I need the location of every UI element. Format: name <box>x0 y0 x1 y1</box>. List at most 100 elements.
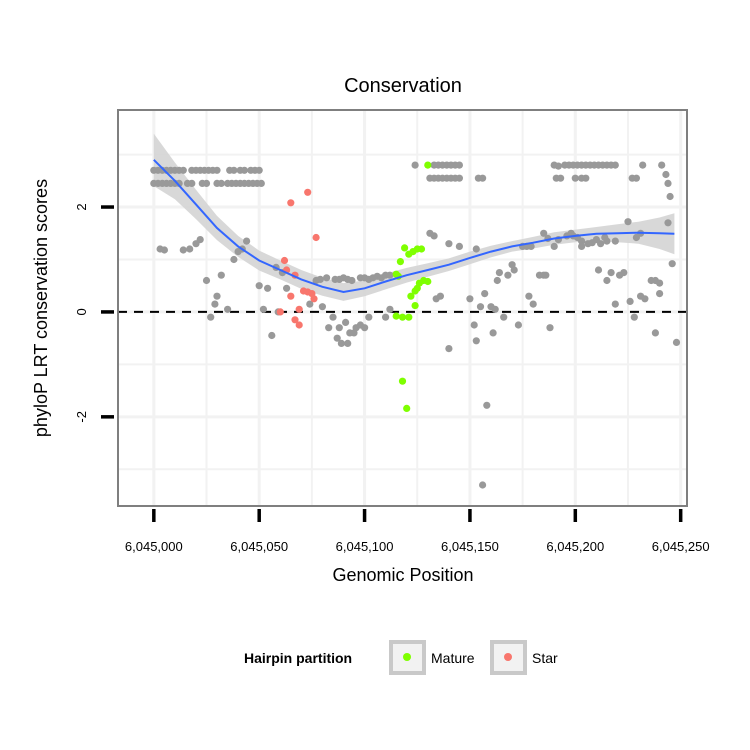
plot-panel <box>118 110 687 506</box>
other-point <box>365 313 373 321</box>
y-tick-label: 2 <box>74 203 89 210</box>
other-point <box>179 166 187 174</box>
other-point <box>594 266 603 274</box>
other-point <box>504 271 512 279</box>
mature-point <box>424 277 432 286</box>
other-point <box>411 161 419 169</box>
other-point <box>491 305 499 313</box>
star-point <box>276 308 284 316</box>
other-point <box>664 219 672 227</box>
mature-point <box>411 302 419 310</box>
chart-title: Conservation <box>344 75 462 97</box>
other-point <box>571 174 579 182</box>
star-point <box>280 256 289 265</box>
legend-label-star: Star <box>532 650 558 666</box>
other-point <box>540 229 548 237</box>
other-point <box>213 166 221 174</box>
star-point <box>287 292 295 300</box>
other-point <box>268 331 276 340</box>
other-point <box>436 292 444 300</box>
other-point <box>651 329 660 337</box>
other-point <box>243 237 251 245</box>
other-point <box>656 290 664 298</box>
legend-title: Hairpin partition <box>244 650 352 666</box>
x-tick-label: 6,045,000 <box>125 539 183 554</box>
other-point <box>350 329 358 337</box>
other-point <box>175 179 183 187</box>
other-point <box>664 179 672 187</box>
other-point <box>481 290 489 298</box>
x-axis-ticks: 6,045,000 6,045,050 6,045,100 6,045,150 6,04… <box>125 509 710 554</box>
other-point <box>641 295 649 303</box>
other-point <box>630 313 638 321</box>
other-point <box>318 303 326 311</box>
legend: Hairpin partition Mature Star <box>244 640 558 675</box>
mature-point <box>392 312 400 320</box>
legend-dot-mature <box>403 653 411 661</box>
other-point <box>445 345 453 353</box>
confidence-band-layer <box>153 133 675 301</box>
mature-point <box>417 245 426 253</box>
smooth-trend-line <box>153 159 675 294</box>
x-tick-label: 6,045,150 <box>441 539 499 554</box>
y-axis-ticks: -2 0 2 <box>74 203 114 423</box>
mature-point <box>405 313 413 321</box>
other-point <box>620 269 628 277</box>
x-tick-label: 6,045,200 <box>546 539 604 554</box>
other-point <box>656 279 664 287</box>
other-point <box>186 245 194 253</box>
mature-point <box>396 258 404 266</box>
mature-point <box>424 161 432 169</box>
star-point <box>291 316 299 324</box>
other-point <box>323 274 331 282</box>
other-point <box>578 242 586 250</box>
other-point <box>466 295 474 303</box>
star-point <box>295 321 303 329</box>
other-point <box>337 339 345 347</box>
data-points <box>150 161 681 489</box>
other-point <box>525 292 533 300</box>
other-point <box>668 260 676 268</box>
legend-item-star: Star <box>490 640 558 675</box>
other-point <box>455 242 463 250</box>
other-point <box>207 313 215 321</box>
other-point <box>333 334 341 342</box>
other-point <box>607 269 615 277</box>
other-point <box>529 300 537 308</box>
other-point <box>472 337 480 345</box>
other-point <box>611 300 619 308</box>
other-point <box>626 297 634 305</box>
other-point <box>283 284 291 292</box>
legend-item-mature: Mature <box>389 640 475 675</box>
star-point <box>287 199 295 207</box>
other-point <box>217 179 225 187</box>
other-point <box>493 276 501 285</box>
mature-point <box>403 404 411 412</box>
other-point <box>601 233 609 242</box>
other-point <box>470 321 478 329</box>
star-point <box>304 188 312 196</box>
other-point <box>213 292 221 300</box>
mature-point <box>407 292 415 300</box>
star-point <box>310 295 318 303</box>
other-point <box>455 174 463 182</box>
legend-dot-star <box>504 653 512 661</box>
other-point <box>259 305 267 313</box>
other-point <box>500 313 508 321</box>
other-point <box>188 179 196 187</box>
other-point <box>542 271 550 279</box>
other-point <box>202 179 211 187</box>
other-point <box>240 166 248 174</box>
other-point <box>255 166 263 174</box>
other-point <box>255 282 263 290</box>
other-point <box>335 324 343 332</box>
other-point <box>382 313 390 321</box>
plot-frame <box>117 109 688 507</box>
other-point <box>666 192 674 201</box>
y-tick-label: 0 <box>74 308 89 315</box>
other-point <box>582 174 590 182</box>
other-point <box>592 236 601 244</box>
other-point <box>196 236 204 244</box>
other-point <box>639 161 647 169</box>
other-point <box>554 162 563 170</box>
